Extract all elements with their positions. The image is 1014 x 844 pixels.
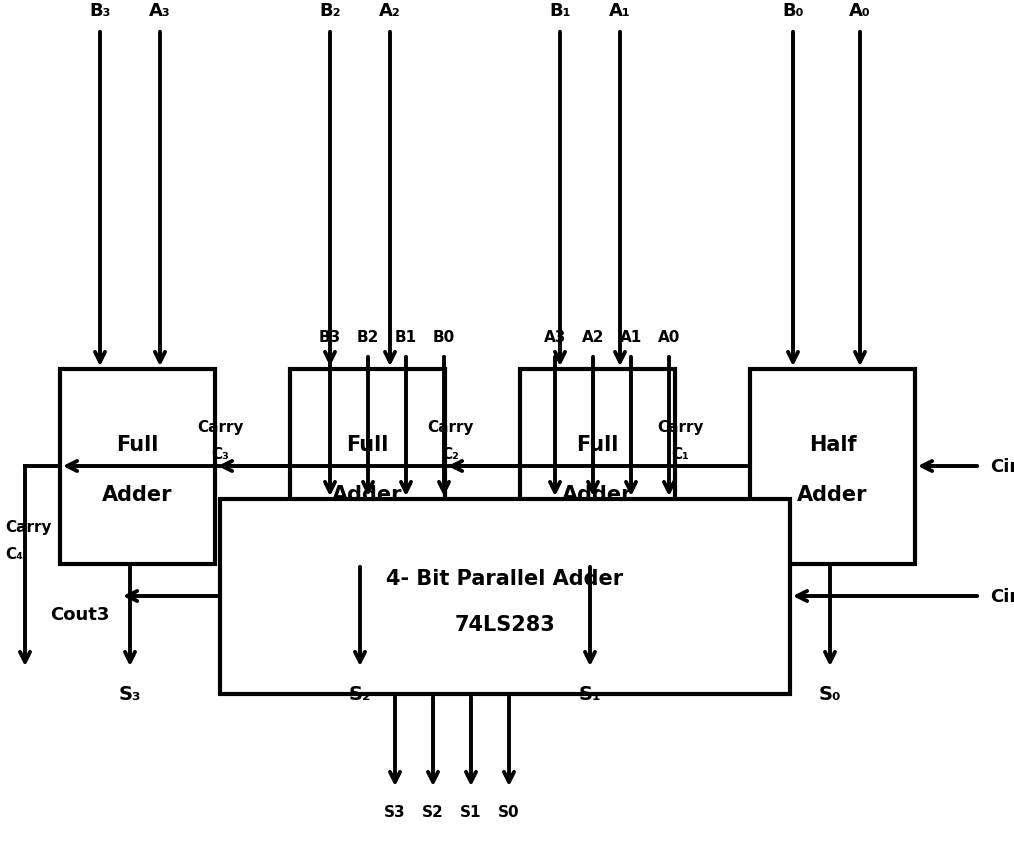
Text: S₀: S₀ — [818, 684, 842, 703]
Text: C₁: C₁ — [671, 446, 689, 462]
Bar — [290, 370, 445, 565]
Text: S₂: S₂ — [349, 684, 371, 703]
Text: Adder: Adder — [562, 485, 633, 505]
Text: Full: Full — [347, 435, 388, 455]
Text: Carry: Carry — [197, 419, 243, 435]
Text: B3: B3 — [318, 330, 341, 344]
Text: A0: A0 — [658, 330, 680, 344]
Text: C₄: C₄ — [5, 546, 23, 561]
Text: S0: S0 — [498, 804, 520, 819]
Bar — [750, 370, 915, 565]
Text: S₃: S₃ — [119, 684, 141, 703]
Text: 4- Bit Parallel Adder: 4- Bit Parallel Adder — [386, 569, 624, 589]
Text: B₃: B₃ — [89, 2, 111, 20]
Text: S3: S3 — [384, 804, 406, 819]
Text: Carry: Carry — [5, 519, 52, 534]
Text: A₂: A₂ — [379, 2, 401, 20]
Text: B2: B2 — [357, 330, 379, 344]
Text: B₀: B₀ — [782, 2, 804, 20]
Text: Half: Half — [809, 435, 856, 455]
Text: B1: B1 — [394, 330, 417, 344]
Text: B₂: B₂ — [319, 2, 341, 20]
Text: Carry: Carry — [427, 419, 474, 435]
Text: B₁: B₁ — [550, 2, 571, 20]
Bar — [520, 370, 675, 565]
Text: Full: Full — [117, 435, 158, 455]
Bar — [60, 370, 215, 565]
Text: Full: Full — [576, 435, 619, 455]
Text: Adder: Adder — [797, 485, 868, 505]
Text: A₀: A₀ — [849, 2, 871, 20]
Text: C₂: C₂ — [441, 446, 459, 462]
Text: Carry: Carry — [657, 419, 704, 435]
Text: Adder: Adder — [102, 485, 172, 505]
Text: Cin: Cin — [990, 457, 1014, 475]
Text: A₃: A₃ — [149, 2, 170, 20]
Text: 74LS283: 74LS283 — [454, 614, 556, 635]
Text: Adder: Adder — [333, 485, 403, 505]
Text: A3: A3 — [544, 330, 566, 344]
Text: S₁: S₁ — [579, 684, 601, 703]
Text: S2: S2 — [422, 804, 444, 819]
Text: A1: A1 — [620, 330, 642, 344]
Bar — [220, 500, 790, 694]
Text: A₁: A₁ — [609, 2, 631, 20]
Text: B0: B0 — [433, 330, 455, 344]
Text: Cout3: Cout3 — [50, 605, 110, 623]
Text: C₃: C₃ — [211, 446, 229, 462]
Text: S1: S1 — [460, 804, 482, 819]
Text: Cin0: Cin0 — [990, 587, 1014, 605]
Text: A2: A2 — [582, 330, 604, 344]
